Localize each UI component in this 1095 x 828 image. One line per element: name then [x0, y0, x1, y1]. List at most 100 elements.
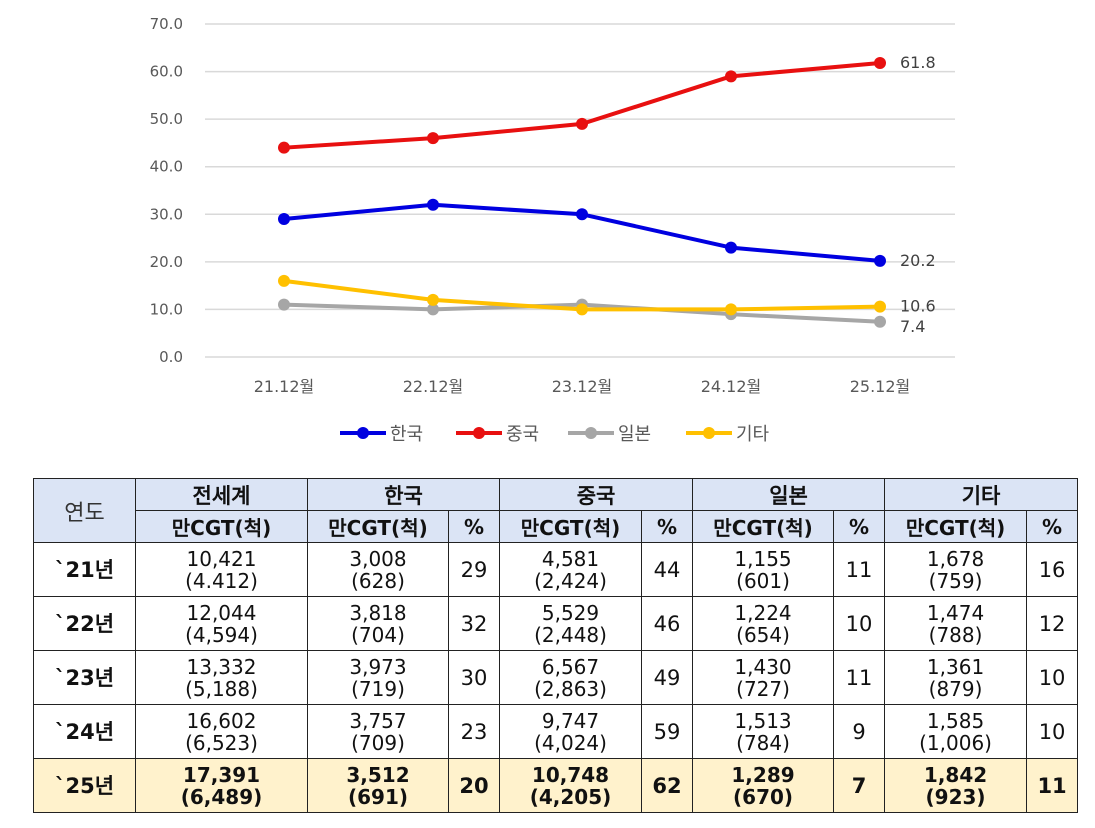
world-cell: 10,421 (4.412) [135, 542, 308, 597]
data-label: 20.2 [900, 251, 936, 270]
china-ships: (2,424) [534, 568, 607, 593]
other-cgt: 1,361 [926, 654, 985, 679]
japan-pct-cell: 9 [833, 704, 886, 759]
japan-cgt: 1,224 [734, 600, 792, 625]
pct-header: % [641, 510, 694, 543]
unit-header: 만CGT(척) [307, 510, 449, 543]
group-header-korea: 한국 [306, 478, 501, 511]
unit-header: 만CGT(척) [884, 510, 1028, 543]
china-ships: (2,448) [534, 622, 607, 647]
other-cgt: 1,842 [923, 762, 988, 787]
data-label: 61.8 [900, 53, 936, 72]
group-header-china: 중국 [499, 478, 694, 511]
world-cgt: 10,421 [186, 546, 257, 571]
japan-ships: (670) [733, 784, 794, 809]
y-tick-label: 30.0 [150, 205, 183, 223]
orderbook-table: 연도 전세계 한국 중국 일본 기타 만CGT(척) 만CGT(척) % 만CG… [33, 478, 1079, 813]
table-row: `25년 17,391 (6,489) 3,512 (691) 20 10,748 (4,20… [33, 758, 1079, 813]
legend-label: 기타 [736, 424, 770, 445]
world-cell: 13,332 (5,188) [135, 650, 308, 705]
other-ships: (788) [928, 622, 983, 647]
japan-pct-cell: 7 [833, 758, 886, 813]
world-cgt: 13,332 [186, 654, 257, 679]
korea-cell: 3,818 (704) [307, 596, 449, 651]
year-cell: `23년 [33, 650, 136, 705]
korea-cgt: 3,818 [349, 600, 407, 625]
japan-cell: 1,155 (601) [692, 542, 835, 597]
china-cgt: 10,748 [531, 762, 610, 787]
japan-ships: (601) [736, 568, 790, 593]
other-ships: (1,006) [919, 730, 992, 755]
china-cell: 4,581 (2,424) [499, 542, 643, 597]
data-point [278, 298, 290, 311]
group-header-other: 기타 [884, 478, 1079, 511]
korea-pct-cell: 23 [447, 704, 501, 759]
korea-pct-cell: 29 [447, 542, 501, 597]
legend-label: 한국 [390, 424, 423, 445]
korea-pct-cell: 30 [447, 650, 501, 705]
data-point [278, 274, 290, 287]
other-ships: (923) [925, 784, 986, 809]
china-pct-cell: 49 [641, 650, 694, 705]
other-pct-cell: 10 [1026, 650, 1079, 705]
world-cell: 17,391 (6,489) [135, 758, 308, 813]
table-row: `23년 13,332 (5,188) 3,973 (719) 30 6,567 (2,863… [33, 650, 1079, 705]
china-cgt: 5,529 [541, 600, 600, 625]
world-cell: 16,602 (6,523) [135, 704, 308, 759]
other-cell: 1,474 (788) [884, 596, 1028, 651]
other-pct-cell: 16 [1026, 542, 1079, 597]
china-cell: 9,747 (4,024) [499, 704, 643, 759]
x-tick-label: 25.12월 [850, 377, 911, 396]
data-point [278, 141, 290, 154]
pct-header: % [833, 510, 886, 543]
japan-cgt: 1,430 [734, 654, 792, 679]
legend-marker-icon [473, 427, 485, 439]
korea-ships: (628) [351, 568, 405, 593]
data-label: 7.4 [900, 317, 925, 336]
series-line-중국 [283, 61, 881, 150]
japan-cell: 1,513 (784) [692, 704, 835, 759]
other-pct-cell: 12 [1026, 596, 1079, 651]
data-point [576, 117, 588, 130]
data-point [874, 57, 886, 70]
y-tick-label: 20.0 [150, 253, 183, 271]
korea-ships: (719) [351, 676, 405, 701]
korea-cell: 3,008 (628) [307, 542, 449, 597]
y-tick-label: 50.0 [150, 110, 183, 128]
china-pct-cell: 46 [641, 596, 694, 651]
korea-cgt: 3,973 [349, 654, 407, 679]
korea-cell: 3,973 (719) [307, 650, 449, 705]
data-point [874, 300, 886, 313]
unit-header: 만CGT(척) [499, 510, 643, 543]
world-ships: (5,188) [185, 676, 258, 701]
year-cell: `24년 [33, 704, 136, 759]
table-row: `21년 10,421 (4.412) 3,008 (628) 29 4,581 (2,424… [33, 542, 1079, 597]
korea-ships: (704) [351, 622, 405, 647]
japan-cgt: 1,289 [731, 762, 795, 787]
data-point [576, 208, 588, 221]
other-cell: 1,678 (759) [884, 542, 1028, 597]
year-header: 연도 [33, 478, 136, 543]
data-label: 10.6 [900, 297, 936, 316]
korea-pct-cell: 20 [447, 758, 501, 813]
data-point [725, 70, 737, 83]
china-pct-cell: 62 [641, 758, 694, 813]
japan-cgt: 1,155 [734, 546, 792, 571]
group-header-world: 전세계 [135, 478, 308, 511]
data-point [427, 198, 439, 211]
world-ships: (4.412) [185, 568, 258, 593]
world-cgt: 17,391 [182, 762, 261, 787]
other-cgt: 1,678 [926, 546, 985, 571]
japan-cell: 1,289 (670) [692, 758, 835, 813]
korea-cell: 3,512 (691) [307, 758, 449, 813]
year-cell: `21년 [33, 542, 136, 597]
korea-ships: (709) [351, 730, 405, 755]
japan-pct-cell: 10 [833, 596, 886, 651]
korea-cgt: 3,512 [346, 762, 410, 787]
year-cell: `22년 [33, 596, 136, 651]
data-point [427, 293, 439, 306]
world-ships: (4,594) [185, 622, 258, 647]
table-row: `24년 16,602 (6,523) 3,757 (709) 23 9,747 (4,024… [33, 704, 1079, 759]
china-pct-cell: 44 [641, 542, 694, 597]
china-cell: 10,748 (4,205) [499, 758, 643, 813]
